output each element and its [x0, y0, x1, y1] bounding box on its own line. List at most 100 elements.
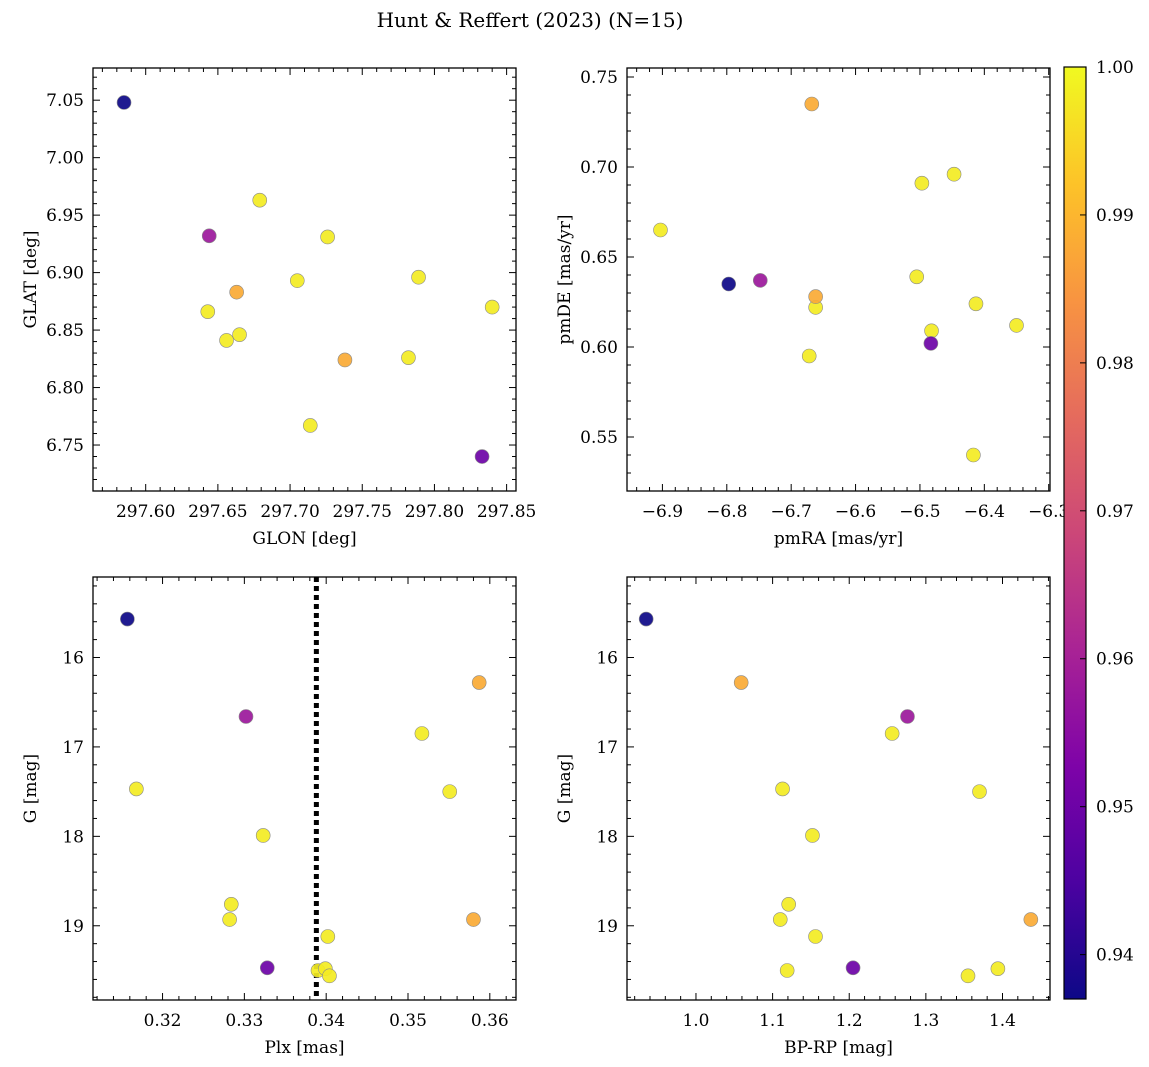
x-tick-label: 0.35	[389, 1011, 427, 1031]
data-point	[259, 960, 275, 976]
data-point	[223, 897, 239, 912]
data-point	[990, 961, 1006, 976]
x-tick-label: −6.4	[964, 502, 1005, 522]
y-tick-label: 7.05	[46, 91, 84, 111]
data-point	[1023, 912, 1039, 927]
data-point	[909, 269, 925, 285]
x-tick-label: −6.9	[642, 502, 683, 522]
y-tick-label: 6.75	[46, 436, 84, 456]
data-point	[120, 611, 135, 627]
y-tick-label: 6.90	[46, 264, 84, 284]
x-tick-label: 297.65	[188, 502, 247, 522]
x-tick-label: 1.3	[912, 1011, 939, 1031]
y-tick-label: 0.60	[580, 338, 618, 358]
y-tick-label: 18	[62, 827, 84, 847]
data-point	[322, 968, 337, 984]
data-point	[442, 784, 458, 799]
data-point	[781, 897, 796, 912]
data-point	[805, 828, 820, 843]
colorbar-tick-label: 0.94	[1096, 946, 1134, 966]
data-point	[252, 192, 268, 208]
x-tick-label: 297.70	[260, 502, 319, 522]
x-tick-label: 297.60	[116, 502, 175, 522]
y-tick-label: 6.95	[46, 206, 84, 226]
data-point	[914, 175, 930, 191]
x-tick-label: −6.3	[1028, 502, 1069, 522]
panel-4: 1.0 1.1 1.2 1.3 1.4 16 17 18 19 BP-RP [mag] G [mag…	[555, 576, 1051, 1058]
x-tick-label: −6.6	[835, 502, 876, 522]
y-tick-label: 0.70	[580, 158, 618, 178]
x-tick-label: 297.75	[333, 502, 392, 522]
data-point	[808, 929, 823, 944]
x-tick-label: −6.5	[899, 502, 940, 522]
data-point	[884, 726, 900, 741]
data-point	[129, 781, 144, 797]
x-tick-label: −6.8	[706, 502, 747, 522]
data-point	[733, 675, 749, 690]
colorbar-tick-label: 1.00	[1096, 58, 1134, 78]
x-tick-label: 0.33	[225, 1011, 263, 1031]
data-point	[474, 449, 490, 464]
data-point	[337, 352, 353, 368]
y-tick-label: 0.55	[580, 428, 618, 448]
data-point	[721, 276, 737, 292]
data-point	[320, 229, 335, 245]
x-tick-label: 1.4	[989, 1011, 1016, 1031]
y-axis-label: G [mag]	[555, 754, 575, 823]
data-point	[238, 709, 254, 724]
panel-2: −6.9 −6.8 −6.7 −6.6 −6.5 −6.4 −6.3 0.55 0.60 0.65…	[555, 67, 1069, 549]
x-axis-label: Plx [mas]	[264, 1038, 344, 1058]
y-tick-label: 19	[62, 917, 84, 937]
data-point	[401, 350, 416, 365]
x-axis-label: GLON [deg]	[252, 529, 356, 549]
data-point	[946, 166, 962, 182]
data-point	[900, 709, 915, 724]
data-point	[775, 781, 790, 797]
colorbar-tick-label: 0.95	[1096, 798, 1134, 818]
data-point	[752, 273, 768, 288]
x-tick-label: 1.1	[759, 1011, 786, 1031]
y-tick-label: 0.75	[580, 68, 618, 88]
plot-frame	[626, 67, 1051, 492]
x-tick-label: −6.7	[771, 502, 812, 522]
y-tick-label: 19	[596, 917, 618, 937]
data-point	[289, 273, 305, 288]
data-point	[484, 299, 500, 315]
y-axis-label: GLAT [deg]	[21, 230, 41, 328]
data-point	[201, 228, 217, 244]
data-point	[638, 611, 654, 627]
panel-3: 0.32 0.33 0.34 0.35 0.36 16 17 18 19 Plx [mas] G […	[21, 576, 517, 1058]
figure-title: Hunt & Reffert (2023) (N=15)	[377, 8, 684, 32]
colorbar-tick-label: 0.97	[1096, 502, 1134, 522]
data-point	[471, 675, 487, 690]
colorbar-scale	[1063, 66, 1087, 1000]
data-point	[219, 333, 234, 348]
colorbar-tick-label: 0.96	[1096, 650, 1134, 670]
y-axis-label: G [mag]	[21, 754, 41, 823]
y-axis-label: pmDE [mas/yr]	[555, 214, 575, 344]
data-point	[116, 95, 132, 110]
data-point	[924, 323, 939, 339]
data-point	[200, 304, 216, 319]
y-tick-label: 17	[596, 738, 618, 758]
data-point	[801, 348, 817, 364]
y-tick-label: 0.65	[580, 248, 618, 268]
data-point	[966, 447, 981, 463]
y-tick-label: 6.85	[46, 321, 84, 341]
colorbar: 0.94 0.95 0.96 0.97 0.98 0.99 1.00	[1063, 58, 1134, 1000]
data-point	[772, 912, 788, 927]
colorbar-tick-label: 0.98	[1096, 354, 1134, 374]
panel-1: 297.60 297.65 297.70 297.75 297.80 297.85 6.75…	[21, 67, 536, 549]
data-point	[255, 828, 271, 843]
data-point	[960, 968, 976, 984]
data-point	[845, 960, 861, 976]
x-tick-label: 1.2	[836, 1011, 863, 1031]
x-tick-label: 297.80	[405, 502, 464, 522]
data-point	[968, 296, 984, 312]
data-point	[653, 222, 668, 238]
data-point	[923, 336, 939, 351]
x-axis-label: BP-RP [mag]	[784, 1038, 893, 1058]
colorbar-tick-label: 0.99	[1096, 206, 1134, 226]
data-point	[779, 963, 795, 978]
